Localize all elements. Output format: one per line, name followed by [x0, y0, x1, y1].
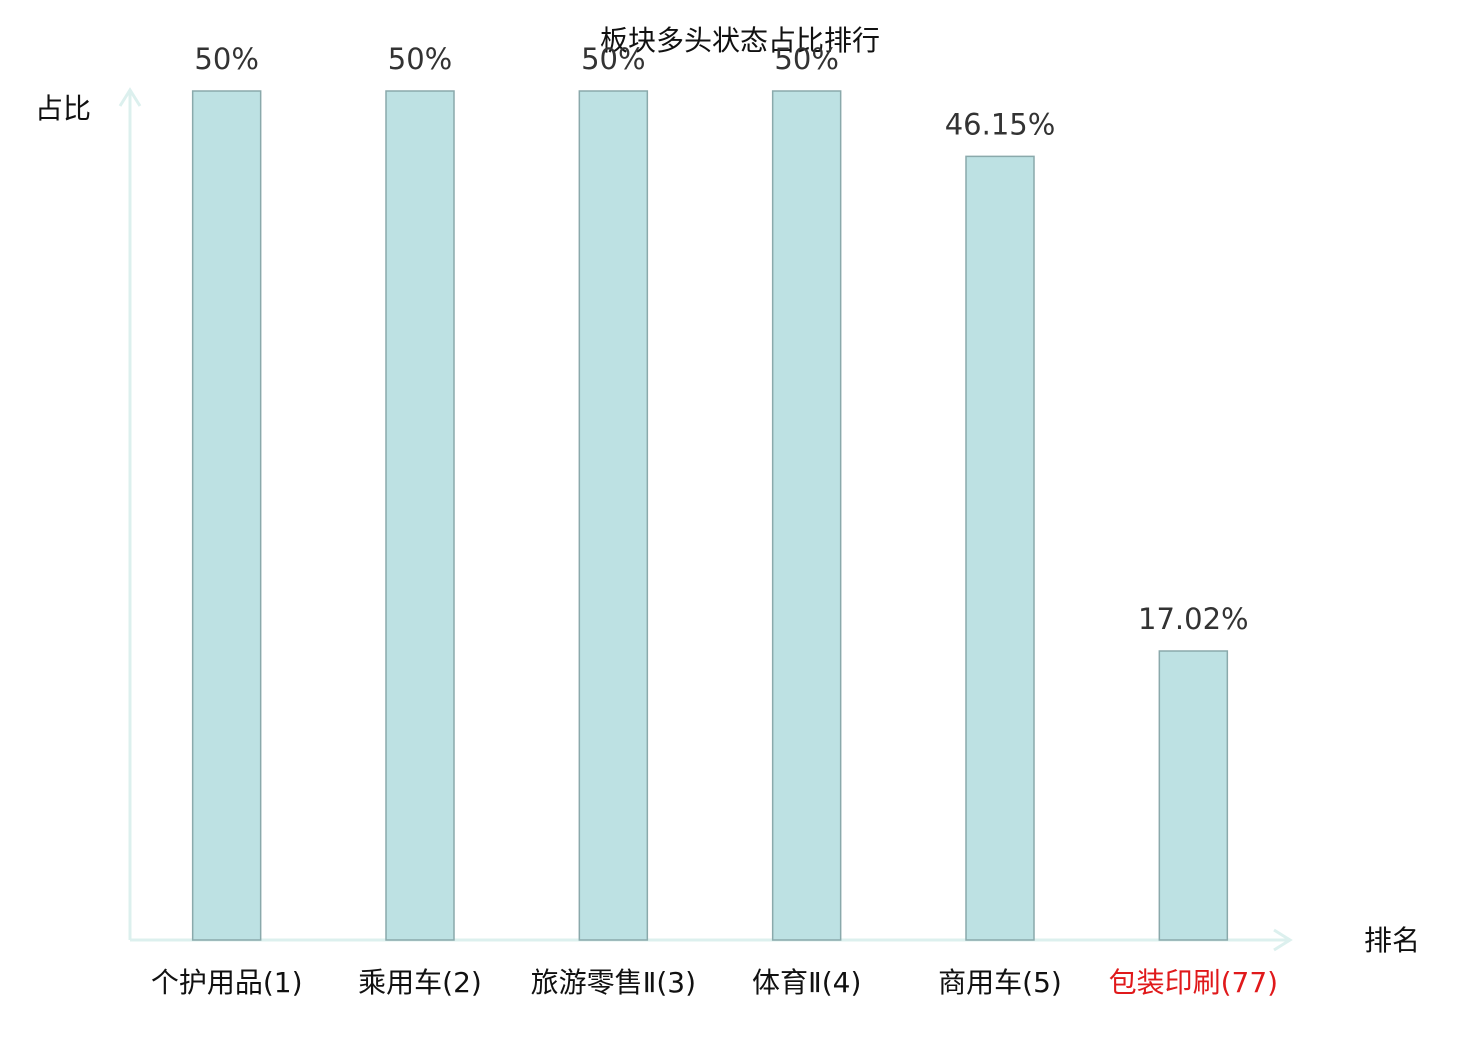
bar [191, 90, 262, 941]
bar [771, 90, 842, 941]
value-label: 50% [774, 42, 838, 76]
value-label: 50% [194, 42, 258, 76]
x-tick-label: 商用车(5) [938, 966, 1062, 999]
value-label: 46.15% [945, 107, 1056, 141]
value-label: 50% [581, 42, 645, 76]
x-tick-label: 旅游零售Ⅱ(3) [531, 966, 696, 999]
x-axis-arrow [1273, 928, 1293, 952]
x-tick-label: 包装印刷(77) [1109, 966, 1278, 999]
bar [578, 90, 649, 941]
x-tick-label: 体育Ⅱ(4) [752, 966, 861, 999]
bar [385, 90, 455, 941]
value-label: 50% [388, 42, 452, 76]
x-axis-label: 排名 [1364, 924, 1420, 957]
y-axis-arrow [118, 87, 142, 107]
y-axis-label: 占比 [35, 92, 91, 125]
value-label: 17.02% [1138, 602, 1249, 636]
x-tick-label: 乘用车(2) [358, 966, 482, 999]
bar [965, 155, 1035, 941]
chart-title: 板块多头状态占比排行 [600, 24, 880, 57]
bar [1158, 650, 1229, 941]
x-tick-label: 个护用品(1) [151, 966, 303, 999]
